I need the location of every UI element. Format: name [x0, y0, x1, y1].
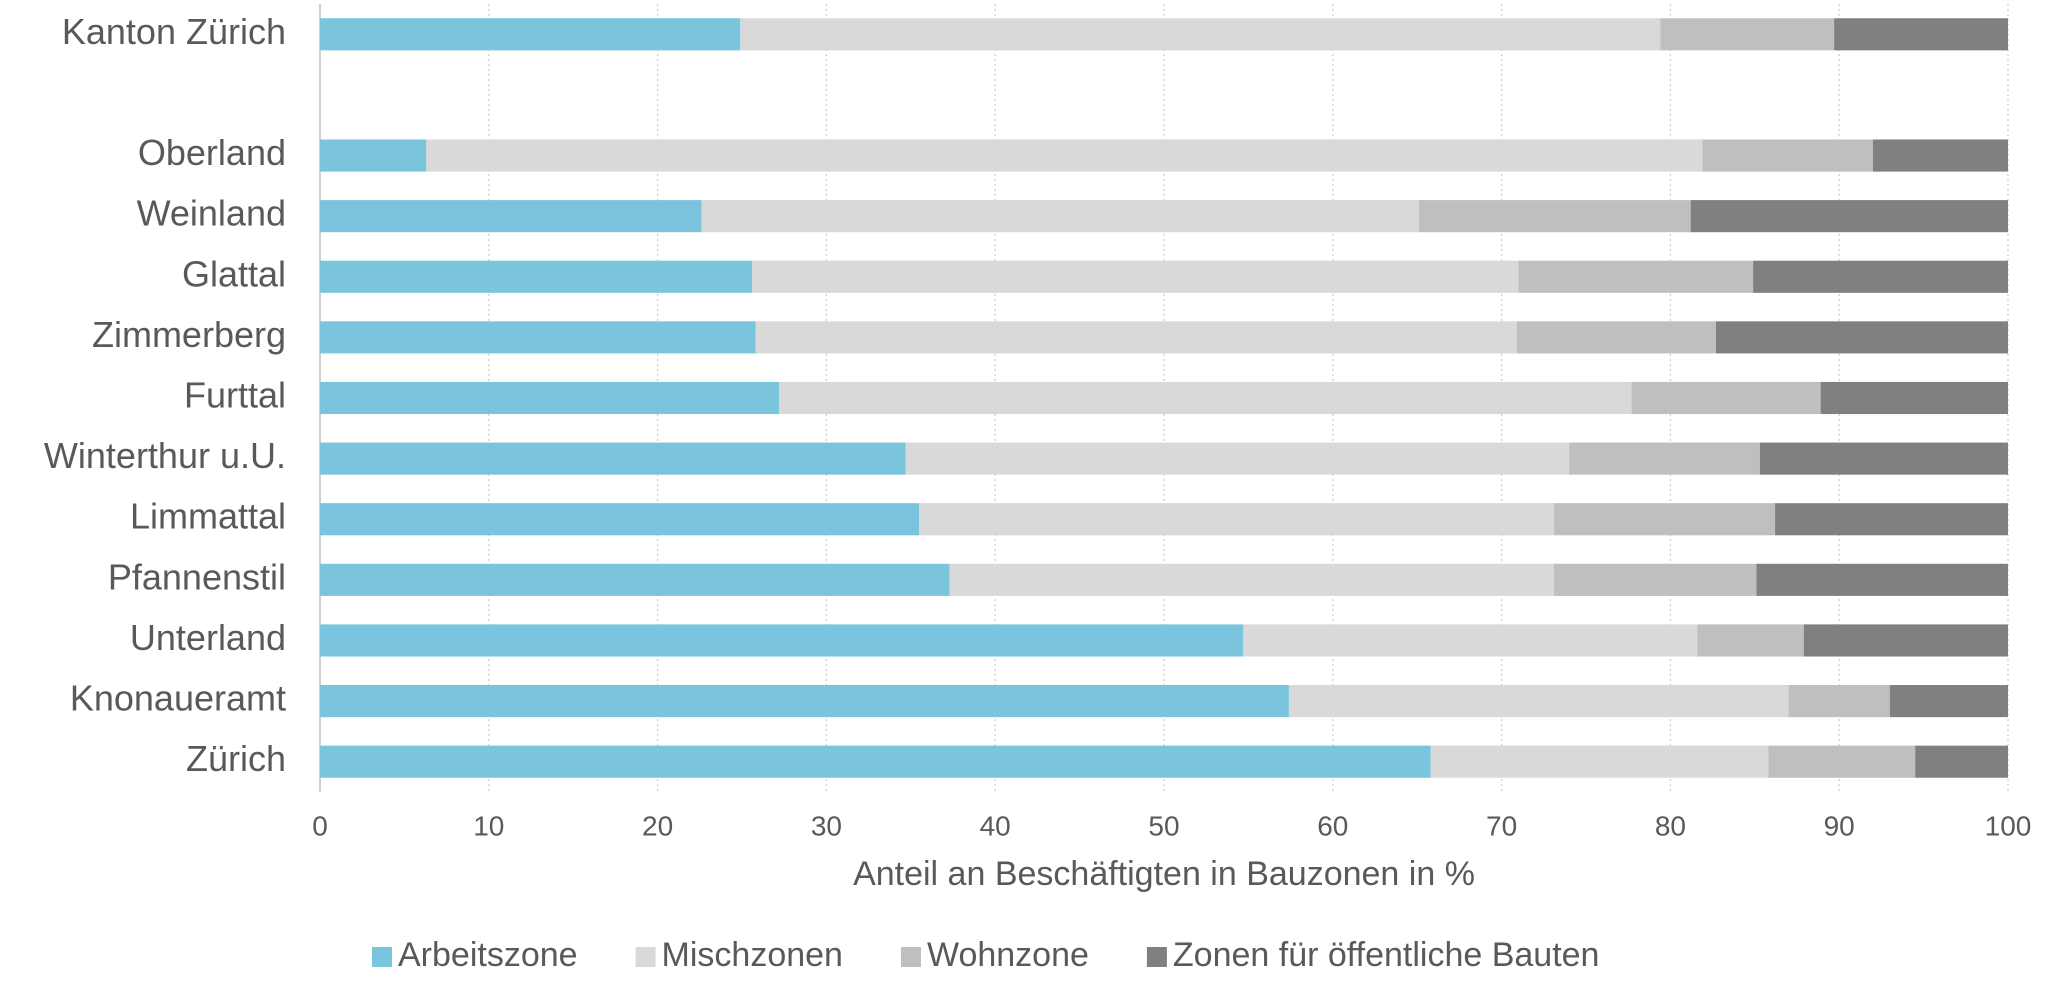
bar-segment [752, 260, 1519, 293]
bar-segment [905, 442, 1570, 475]
x-tick-label: 100 [1985, 810, 2032, 841]
bar-segment [320, 321, 756, 354]
legend-swatch [372, 947, 392, 967]
x-tick-label: 90 [1824, 810, 1855, 841]
bar-segment [1418, 200, 1691, 233]
bar-segment [1288, 685, 1789, 718]
bar-segment [740, 18, 1661, 51]
bar-segment [1775, 503, 2008, 536]
bar-segment [1569, 442, 1760, 475]
bar-segment [320, 563, 950, 596]
x-tick-label: 70 [1486, 810, 1517, 841]
bar-segment [1518, 260, 1754, 293]
bar-segment [1631, 381, 1821, 415]
bar-segment [949, 563, 1554, 596]
legend-swatch [1146, 947, 1167, 967]
y-tick-label: Zimmerberg [92, 314, 286, 355]
bar-segment [320, 18, 741, 51]
bar-segment [779, 381, 1632, 415]
y-tick-label: Furttal [184, 375, 286, 416]
y-tick-label: Limmattal [130, 496, 286, 537]
y-tick-label: Knonaueramt [70, 678, 286, 719]
bar-segment [320, 139, 427, 172]
bar-segment [1660, 18, 1835, 51]
y-tick-label: Glattal [182, 253, 286, 294]
bar-segment [320, 745, 1431, 778]
bar-segment [320, 503, 920, 536]
x-tick-label: 60 [1317, 810, 1348, 841]
y-tick-label: Pfannenstil [108, 556, 286, 597]
bar-segment [1915, 745, 2008, 778]
bar-segment [1690, 200, 2008, 233]
bar-segment [755, 321, 1517, 354]
y-tick-label: Kanton Zürich [62, 11, 286, 52]
bar-segment [320, 260, 753, 293]
bar-segment [426, 139, 1703, 172]
legend-label: Arbeitszone [398, 936, 578, 974]
bar-segment [1756, 563, 2008, 596]
bar-segment [1788, 685, 1890, 718]
bar-segment [1430, 745, 1769, 778]
bar-segment [320, 685, 1289, 718]
bar-segment [1889, 685, 2008, 718]
bar-segment [1753, 260, 2008, 293]
x-tick-label: 50 [1148, 810, 1179, 841]
bar-segment [701, 200, 1419, 233]
bar-segment [1820, 381, 2008, 415]
bar-segment [1697, 624, 1804, 657]
bar-segment [320, 624, 1244, 657]
bar-segment [1553, 563, 1757, 596]
bar-segment [1553, 503, 1776, 536]
bar-segment [320, 381, 780, 415]
legend-swatch [635, 947, 656, 967]
x-tick-label: 40 [980, 810, 1011, 841]
x-tick-label: 20 [642, 810, 673, 841]
x-tick-label: 0 [312, 810, 328, 841]
bar-segment [1702, 139, 1873, 172]
legend-swatch [900, 947, 921, 967]
bar-segment [1768, 745, 1916, 778]
x-tick-label: 10 [473, 810, 504, 841]
bar-segment [320, 200, 702, 233]
x-tick-label: 80 [1655, 810, 1686, 841]
bar-segment [1803, 624, 2008, 657]
bar-segment [1834, 18, 2008, 51]
bar-segment [320, 442, 906, 475]
x-axis-label: Anteil an Beschäftigten in Bauzonen in % [853, 855, 1475, 893]
legend-label: Zonen für öffentliche Bauten [1173, 936, 1600, 974]
y-tick-label: Unterland [130, 617, 286, 658]
bar-segment [1243, 624, 1698, 657]
y-tick-label: Weinland [137, 193, 286, 234]
bar-segment [1516, 321, 1716, 354]
legend-label: Wohnzone [927, 936, 1089, 974]
bar-segment [919, 503, 1554, 536]
bar-segment [1872, 139, 2008, 172]
x-tick-label: 30 [811, 810, 842, 841]
legend-label: Mischzonen [662, 936, 843, 974]
y-tick-label: Oberland [138, 132, 286, 173]
y-tick-label: Winterthur u.U. [44, 435, 286, 476]
y-tick-label: Zürich [186, 738, 286, 779]
bar-segment [1715, 321, 2008, 354]
bar-segment [1759, 442, 2008, 475]
